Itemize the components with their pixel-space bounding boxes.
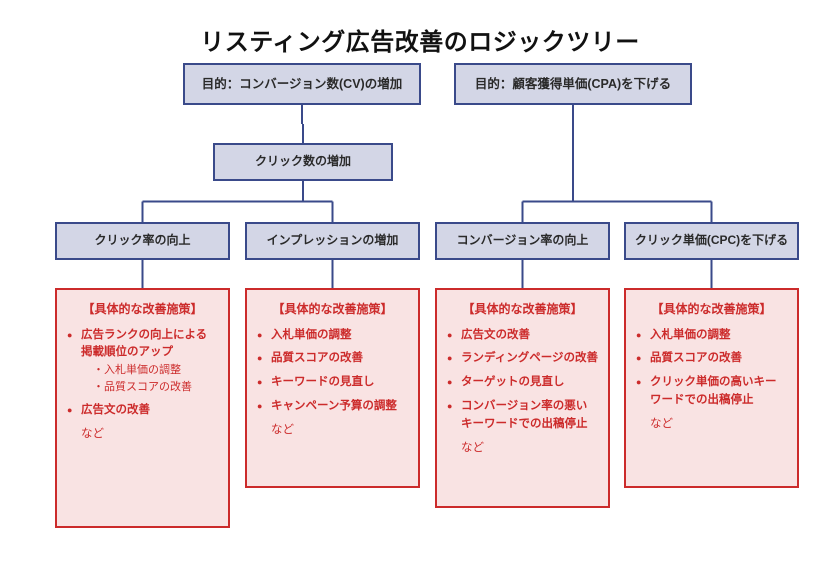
impressions-node: インプレッションの増加 xyxy=(245,222,420,260)
ctr-node: クリック率の向上 xyxy=(55,222,230,260)
leaf-header: 【具体的な改善施策】 xyxy=(636,300,787,319)
goal-cpa-node: 目的：顧客獲得単価(CPA)を下げる xyxy=(454,63,692,105)
leaf-item: 入札単価の調整 xyxy=(636,327,787,345)
leaf-item: 品質スコアの改善 xyxy=(257,350,408,368)
leaf-item: ランディングページの改善 xyxy=(447,350,598,368)
measures-impressions: 【具体的な改善施策】入札単価の調整品質スコアの改善キーワードの見直しキャンペーン… xyxy=(245,288,420,488)
leaf-item: 広告文の改善 xyxy=(447,327,598,345)
clicks-node: クリック数の増加 xyxy=(213,143,393,181)
leaf-item: キャンペーン予算の調整 xyxy=(257,398,408,416)
measures-cpc: 【具体的な改善施策】入札単価の調整品質スコアの改善クリック単価の高いキーワードで… xyxy=(624,288,799,488)
leaf-etc: など xyxy=(447,440,598,458)
goal-cv-node: 目的：コンバージョン数(CV)の増加 xyxy=(183,63,421,105)
cpc-node: クリック単価(CPC)を下げる xyxy=(624,222,799,260)
leaf-item: 広告ランクの向上による掲載順位のアップ・入札単価の調整・品質スコアの改善 xyxy=(67,327,218,397)
measures-ctr: 【具体的な改善施策】広告ランクの向上による掲載順位のアップ・入札単価の調整・品質… xyxy=(55,288,230,528)
cvr-node: コンバージョン率の向上 xyxy=(435,222,610,260)
leaf-subitem: ・入札単価の調整 xyxy=(81,362,218,379)
leaf-item: 広告文の改善 xyxy=(67,402,218,420)
leaf-header: 【具体的な改善施策】 xyxy=(447,300,598,319)
leaf-item: コンバージョン率の悪いキーワードでの出稿停止 xyxy=(447,398,598,434)
leaf-subitem: ・品質スコアの改善 xyxy=(81,379,218,396)
leaf-etc: など xyxy=(636,416,787,434)
leaf-header: 【具体的な改善施策】 xyxy=(257,300,408,319)
measures-cvr: 【具体的な改善施策】広告文の改善ランディングページの改善ターゲットの見直しコンバ… xyxy=(435,288,610,508)
leaf-etc: など xyxy=(257,422,408,440)
leaf-item: クリック単価の高いキーワードでの出稿停止 xyxy=(636,374,787,410)
leaf-item: 入札単価の調整 xyxy=(257,327,408,345)
page-title: リスティング広告改善のロジックツリー xyxy=(0,22,840,57)
leaf-etc: など xyxy=(67,426,218,444)
leaf-item: キーワードの見直し xyxy=(257,374,408,392)
leaf-item: 品質スコアの改善 xyxy=(636,350,787,368)
leaf-header: 【具体的な改善施策】 xyxy=(67,300,218,319)
leaf-item: ターゲットの見直し xyxy=(447,374,598,392)
